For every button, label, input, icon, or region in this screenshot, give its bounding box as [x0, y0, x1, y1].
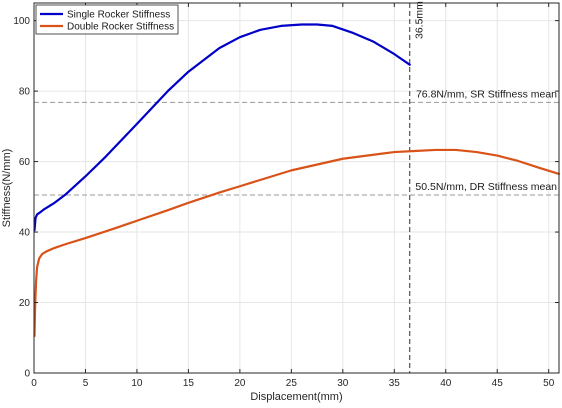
- y-tick-label: 40: [19, 228, 31, 239]
- x-tick-label: 10: [131, 378, 143, 389]
- reference-label: 76.8N/mm, SR Stiffness mean: [416, 88, 557, 100]
- x-axis-label: Displacement(mm): [250, 391, 342, 403]
- reference-label: 36.5mm: [414, 1, 426, 39]
- legend-label: Double Rocker Stiffness: [67, 22, 174, 33]
- y-tick-label: 0: [24, 369, 30, 380]
- x-tick-label: 40: [440, 378, 452, 389]
- x-tick-label: 0: [31, 378, 37, 389]
- legend-label: Single Rocker Stiffness: [67, 10, 170, 21]
- reference-label: 50.5N/mm, DR Stiffness mean: [415, 181, 557, 193]
- series-line-1: [33, 23, 411, 232]
- x-tick-label: 35: [389, 378, 401, 389]
- x-tick-label: 15: [183, 378, 195, 389]
- y-tick-label: 80: [19, 87, 31, 98]
- legend-box: [35, 4, 179, 35]
- axes-box: [33, 2, 560, 374]
- reference-lines: 76.8N/mm, SR Stiffness mean 50.5N/mm, DR …: [34, 1, 559, 373]
- y-axis-label: Stiffness(N/mm): [1, 149, 13, 228]
- axis-ticks: 0 5 10 15 20 25 30 35 40 45 50 0 20 40 60 80 100: [13, 3, 559, 389]
- x-tick-label: 25: [286, 378, 298, 389]
- y-tick-label: 20: [19, 298, 31, 309]
- x-tick-label: 20: [234, 378, 246, 389]
- x-tick-label: 30: [337, 378, 349, 389]
- series-line-2: [33, 148, 561, 338]
- y-tick-label: 100: [13, 16, 30, 27]
- x-tick-label: 50: [543, 378, 555, 389]
- x-tick-label: 45: [492, 378, 504, 389]
- x-tick-label: 5: [83, 378, 89, 389]
- y-tick-label: 60: [19, 157, 31, 168]
- series-lines: [33, 23, 561, 338]
